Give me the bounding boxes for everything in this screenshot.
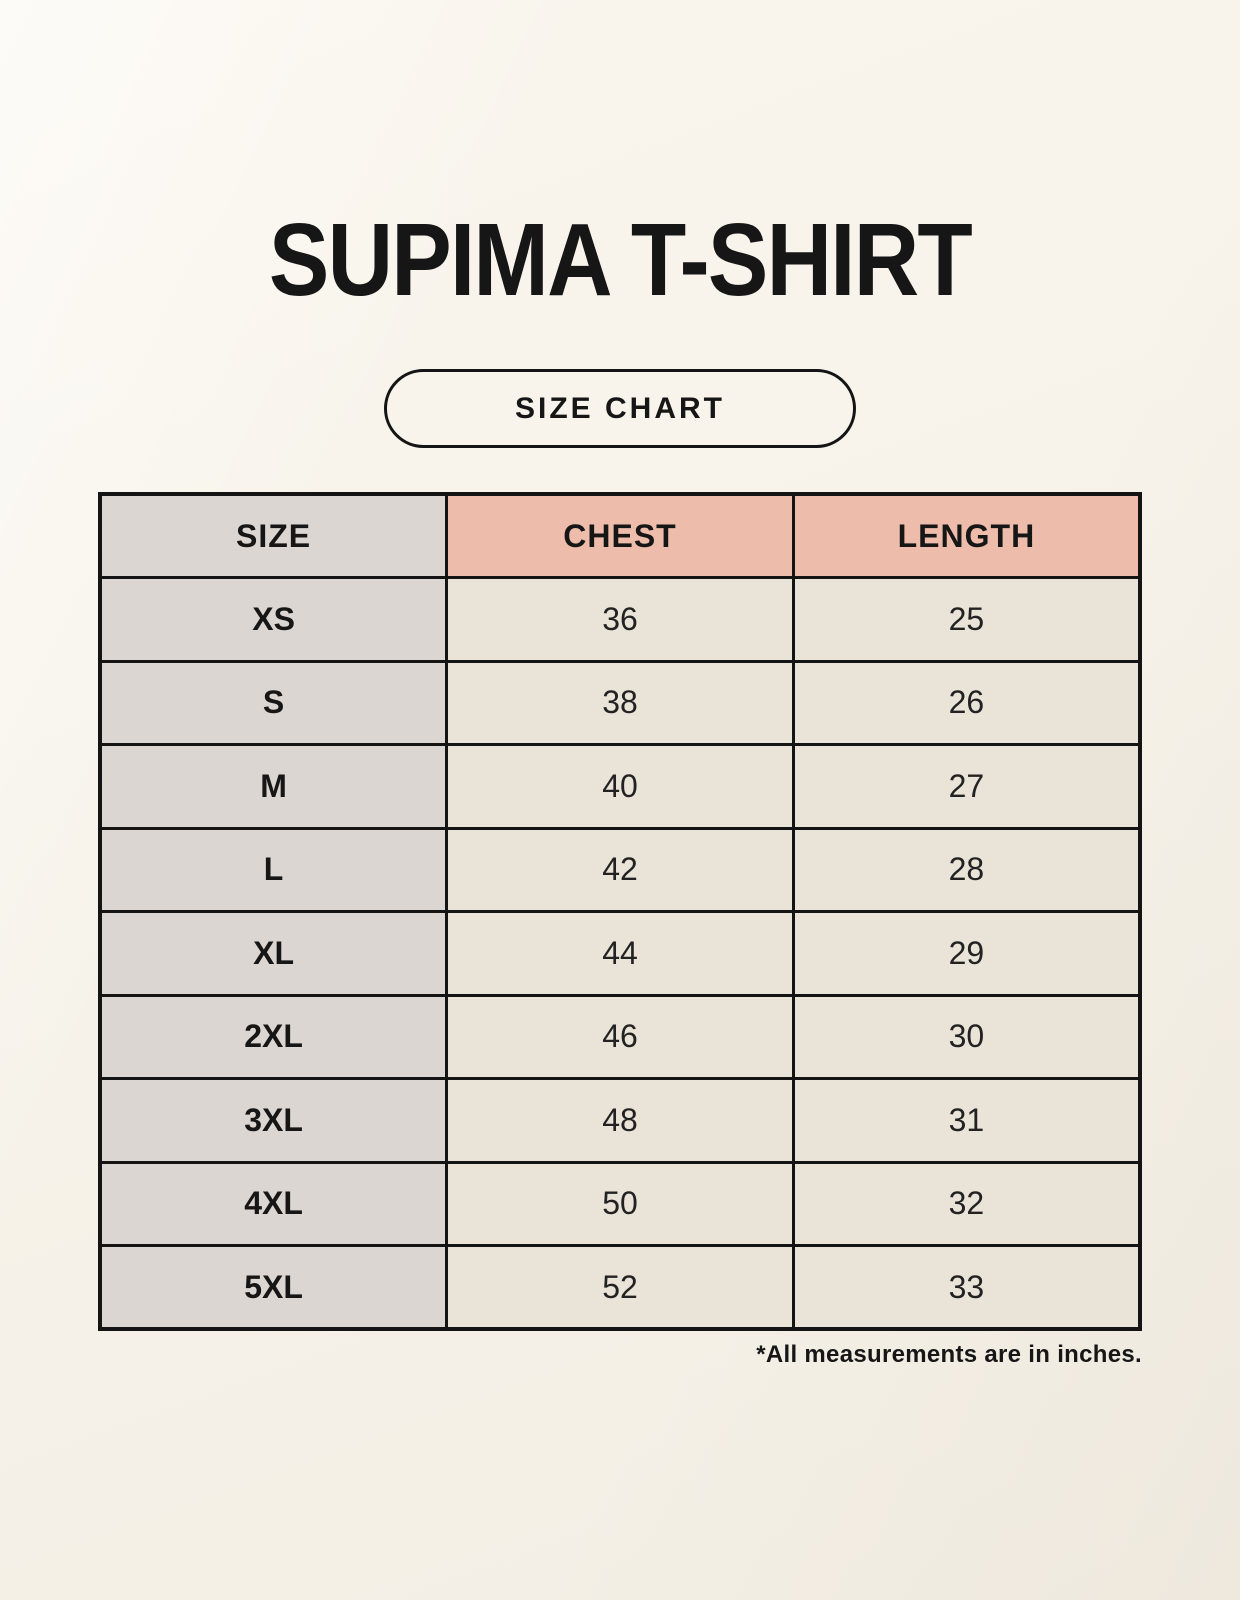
length-value: 28 bbox=[791, 826, 1142, 913]
size-chart-button[interactable]: SIZE CHART bbox=[384, 369, 856, 448]
chest-value: 52 bbox=[445, 1244, 795, 1331]
length-value: 29 bbox=[791, 910, 1142, 997]
table-row-xs: XS 36 25 bbox=[98, 576, 1142, 663]
chest-value: 46 bbox=[445, 993, 795, 1080]
table-row-5xl: 5XL 52 33 bbox=[98, 1244, 1142, 1331]
chest-value: 42 bbox=[445, 826, 795, 913]
chest-value: 50 bbox=[445, 1160, 795, 1247]
size-label: XS bbox=[98, 576, 449, 663]
length-value: 32 bbox=[791, 1160, 1142, 1247]
chest-value: 44 bbox=[445, 910, 795, 997]
size-label: XL bbox=[98, 910, 449, 997]
column-header-length: LENGTH bbox=[791, 492, 1142, 579]
column-header-size: SIZE bbox=[98, 492, 449, 579]
length-value: 33 bbox=[791, 1244, 1142, 1331]
size-chart-table: SIZE CHEST LENGTH XS 36 25 S 38 26 M bbox=[98, 492, 1142, 1331]
length-value: 31 bbox=[791, 1077, 1142, 1164]
length-value: 25 bbox=[791, 576, 1142, 663]
column-header-chest: CHEST bbox=[445, 492, 795, 579]
size-label: 4XL bbox=[98, 1160, 449, 1247]
size-label: 5XL bbox=[98, 1244, 449, 1331]
size-label: S bbox=[98, 659, 449, 746]
table-row-m: M 40 27 bbox=[98, 743, 1142, 830]
measurement-footnote: *All measurements are in inches. bbox=[756, 1341, 1142, 1368]
length-value: 26 bbox=[791, 659, 1142, 746]
size-label: 2XL bbox=[98, 993, 449, 1080]
table-header-row: SIZE CHEST LENGTH bbox=[98, 492, 1142, 579]
length-value: 30 bbox=[791, 993, 1142, 1080]
table-row-3xl: 3XL 48 31 bbox=[98, 1077, 1142, 1164]
size-chart-button-label: SIZE CHART bbox=[515, 391, 725, 425]
size-label: 3XL bbox=[98, 1077, 449, 1164]
chest-value: 48 bbox=[445, 1077, 795, 1164]
table-row-xl: XL 44 29 bbox=[98, 910, 1142, 997]
table-row-2xl: 2XL 46 30 bbox=[98, 993, 1142, 1080]
table-row-l: L 42 28 bbox=[98, 826, 1142, 913]
size-label: L bbox=[98, 826, 449, 913]
chest-value: 38 bbox=[445, 659, 795, 746]
chest-value: 40 bbox=[445, 743, 795, 830]
chest-value: 36 bbox=[445, 576, 795, 663]
page-title: SUPIMA T-SHIRT bbox=[268, 202, 973, 317]
size-label: M bbox=[98, 743, 449, 830]
table-row-s: S 38 26 bbox=[98, 659, 1142, 746]
table-row-4xl: 4XL 50 32 bbox=[98, 1160, 1142, 1247]
size-table-container: SIZE CHEST LENGTH XS 36 25 S 38 26 M bbox=[98, 492, 1142, 1331]
length-value: 27 bbox=[791, 743, 1142, 830]
